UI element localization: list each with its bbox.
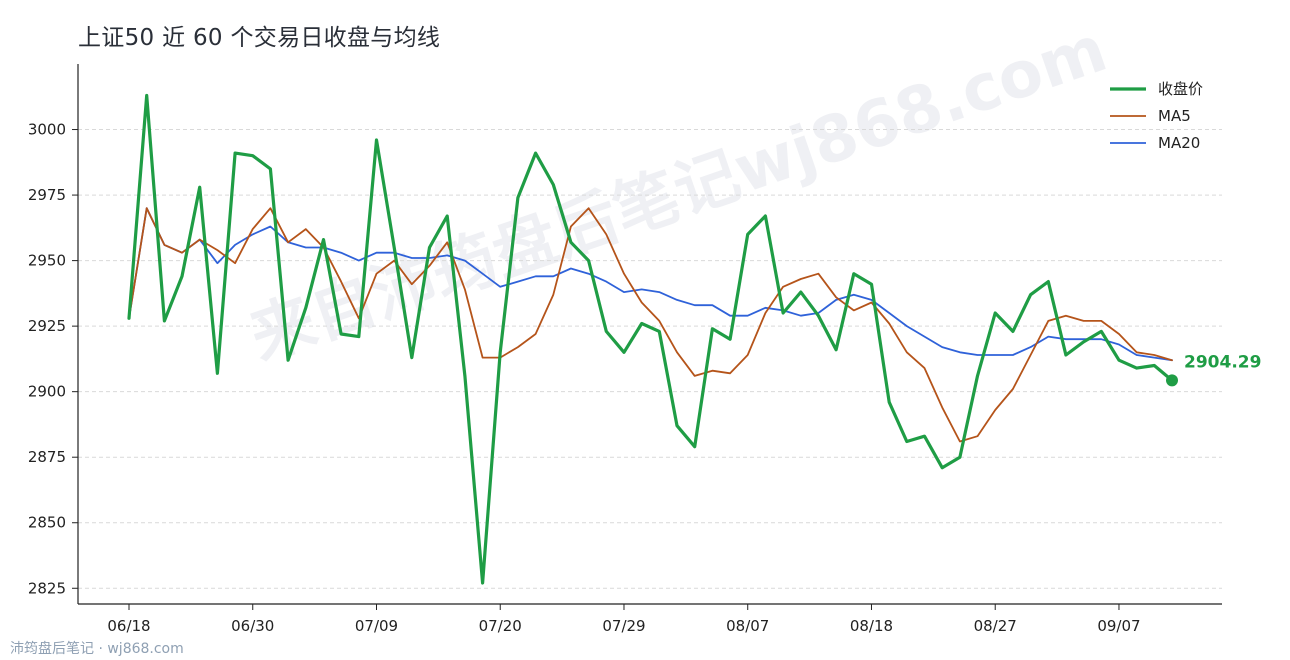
x-tick-label: 06/30 [231,617,274,635]
y-tick-label: 2825 [28,579,66,597]
y-tick-label: 2850 [28,514,66,532]
y-tick-label: 2925 [28,317,66,335]
series-line-close [127,93,1174,585]
axes: 2825 2850 2875 2900 2925 2950 2975 3000 06/18 06/… [28,64,1222,635]
series-group [127,93,1174,585]
chart-title: 上证50 近 60 个交易日收盘与均线 [78,25,441,51]
annotations: 2904.29 [1166,352,1261,387]
y-tick-label: 2900 [28,383,66,401]
x-tick-label: 06/18 [107,617,150,635]
y-tick-label: 2975 [28,186,66,204]
x-tick-label: 07/09 [355,617,398,635]
x-tick-label: 08/18 [850,617,893,635]
last-close-label: 2904.29 [1184,352,1261,372]
x-tick-label: 07/29 [602,617,645,635]
legend-label: MA20 [1158,134,1200,152]
x-tick-label: 08/27 [974,617,1017,635]
last-close-point [1166,374,1178,387]
legend-label: 收盘价 [1158,80,1203,98]
series-line-ma20 [128,207,1173,362]
x-tick-label: 08/07 [726,617,769,635]
y-tick-label: 3000 [28,121,66,139]
y-tick-label: 2950 [28,252,66,270]
series-line-ma5 [128,207,1173,443]
footer-watermark: 沛筠盘后笔记 · wj868.com [10,641,184,657]
legend: 收盘价 MA5 MA20 [1110,80,1203,152]
legend-label: MA5 [1158,107,1191,125]
x-tick-label: 07/20 [479,617,522,635]
gridlines [78,129,1222,589]
y-tick-label: 2875 [28,448,66,466]
x-tick-label: 09/07 [1097,617,1140,635]
